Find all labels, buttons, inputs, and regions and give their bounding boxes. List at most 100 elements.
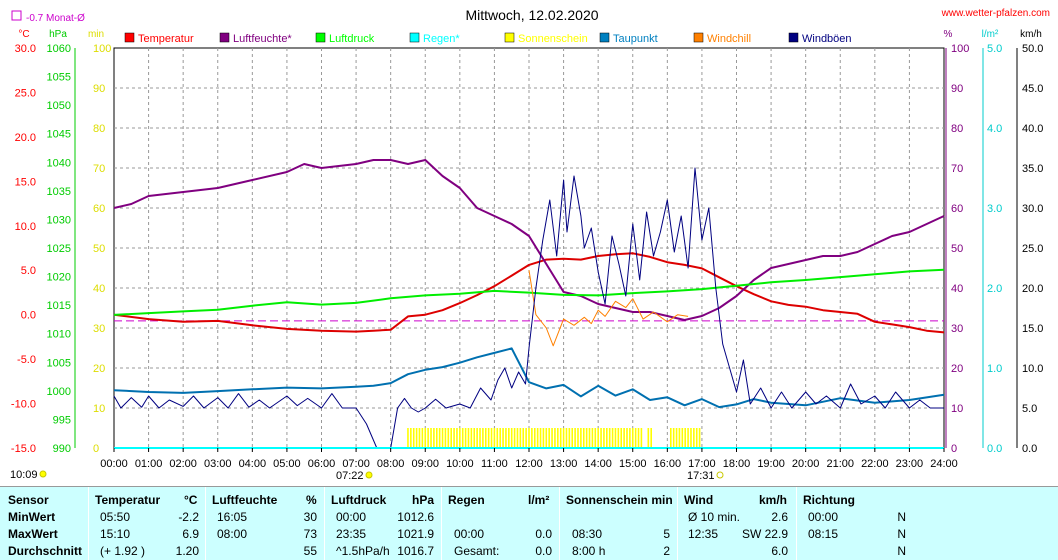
header-press-unit: hPa: [412, 493, 435, 507]
stat-rain-val: 0.0: [535, 527, 552, 541]
sunshine-bar: [499, 428, 501, 448]
stat-rain-val: 0.0: [535, 544, 552, 558]
temp-tick-label: 0.0: [21, 310, 36, 322]
sunshine-bar: [545, 428, 548, 448]
pressure-unit-label: hPa: [49, 29, 67, 40]
header-temperatur: Temperatur: [95, 493, 161, 507]
sunshine-bar: [464, 428, 467, 448]
sunshine-bar: [516, 428, 519, 448]
sunshine-bar: [508, 428, 510, 448]
legend-swatch: [219, 32, 230, 43]
sunshine-bar: [562, 428, 565, 448]
sunshine-bar: [482, 428, 484, 448]
x-tick-label: 01:00: [135, 458, 163, 470]
sunshine-bar: [571, 428, 574, 448]
stat-hum-val: 73: [303, 527, 317, 541]
sunshine-bar: [695, 428, 698, 448]
legend-swatch: [788, 32, 799, 43]
sunshine-bar: [519, 428, 522, 448]
sunshine-bar: [536, 428, 539, 448]
legend-swatch: [693, 32, 704, 43]
humidity-tick-label: 30: [951, 323, 963, 335]
header-luftfeuchte: Luftfeuchte: [212, 493, 278, 507]
stat-sun-val: 2: [663, 544, 670, 558]
sunshine-bar: [687, 428, 689, 448]
x-tick-label: 20:00: [792, 458, 820, 470]
header-sonnenschein: Sonnenschein min: [566, 493, 673, 507]
sunset-time: 17:31: [687, 470, 715, 482]
sunshine-bar: [531, 428, 533, 448]
series-humidity: [113, 159, 945, 321]
sunshine-bar: [412, 428, 415, 448]
sunshine-bar: [473, 428, 476, 448]
sunshine-bar: [539, 428, 542, 448]
statistics-table: Sensor Temperatur °C Luftfeuchte % Luftd…: [0, 486, 1058, 560]
stat-temp-val: 1.20: [175, 544, 199, 558]
sunshine-bar: [603, 428, 605, 448]
sunshine-bar: [447, 428, 450, 448]
sunshine-bar: [438, 428, 441, 448]
x-tick-label: 15:00: [619, 458, 647, 470]
sunshine-bar: [614, 428, 617, 448]
stat-label: MaxWert: [8, 527, 58, 541]
wind-tick-label: 35.0: [1022, 163, 1043, 175]
sunshine-bar: [548, 428, 550, 448]
x-tick-label: 04:00: [239, 458, 267, 470]
monthly-average-label: -0.7 Monat-Ø: [26, 13, 85, 24]
stat-label: Durchschnitt: [8, 544, 83, 558]
sunshine-bar: [554, 428, 556, 448]
header-wind: Wind: [684, 493, 714, 507]
sunshine-bar: [476, 428, 478, 448]
stat-press-val: 1012.6: [397, 510, 434, 524]
sunshine-bar: [479, 428, 481, 448]
sunshine-bar: [450, 428, 452, 448]
legend-label: Sonnenschein: [518, 33, 588, 45]
sunshine-bar: [505, 428, 507, 448]
rain-tick-label: 2.0: [987, 283, 1002, 295]
stat-wind-val: 2.6: [771, 510, 788, 524]
sunshine-bar: [594, 428, 597, 448]
current-time: 10:09: [10, 469, 38, 481]
sunshine-bar: [681, 428, 684, 448]
temp-tick-label: 30.0: [15, 43, 36, 55]
sunshine-bar: [620, 428, 623, 448]
x-tick-label: 05:00: [273, 458, 301, 470]
legend-swatch: [409, 32, 420, 43]
sunshine-bar: [634, 428, 637, 448]
header-regen: Regen: [448, 493, 485, 507]
sunshine-tick-label: 60: [93, 203, 105, 215]
humidity-tick-label: 50: [951, 243, 963, 255]
temp-tick-label: 20.0: [15, 132, 36, 144]
sunshine-bar: [502, 428, 504, 448]
sunshine-bar: [597, 428, 599, 448]
stat-dir-val: N: [897, 527, 906, 541]
humidity-tick-label: 40: [951, 283, 963, 295]
sunshine-bar: [415, 428, 418, 448]
sunshine-bar: [484, 428, 487, 448]
rain-tick-label: 1.0: [987, 363, 1002, 375]
sunshine-bar: [493, 428, 496, 448]
temp-tick-label: -5.0: [17, 354, 36, 366]
sunrise-sun-icon: [365, 471, 373, 479]
pressure-tick-label: 1010: [47, 329, 71, 341]
sunshine-bar: [513, 428, 516, 448]
grid: [114, 48, 944, 448]
rain-tick-label: 5.0: [987, 43, 1002, 55]
header-sensor: Sensor: [8, 493, 49, 507]
rain-tick-label: 4.0: [987, 123, 1002, 135]
sunshine-bar: [410, 428, 412, 448]
stat-sun-val: 5: [663, 527, 670, 541]
pressure-tick-label: 1005: [47, 357, 71, 369]
x-tick-label: 21:00: [826, 458, 854, 470]
wind-tick-label: 50.0: [1022, 43, 1043, 55]
stat-temp-val: 6.9: [182, 527, 199, 541]
sunshine-bar: [580, 428, 582, 448]
x-tick-label: 08:00: [377, 458, 405, 470]
sunshine-tick-label: 70: [93, 163, 105, 175]
sunshine-bar: [456, 428, 458, 448]
temp-unit-label: °C: [18, 29, 29, 40]
header-rain-unit: l/m²: [528, 493, 550, 507]
website-link[interactable]: www.wetter-pfalzen.com: [941, 8, 1050, 19]
temp-tick-label: 10.0: [15, 221, 36, 233]
sunshine-bar: [542, 428, 545, 448]
